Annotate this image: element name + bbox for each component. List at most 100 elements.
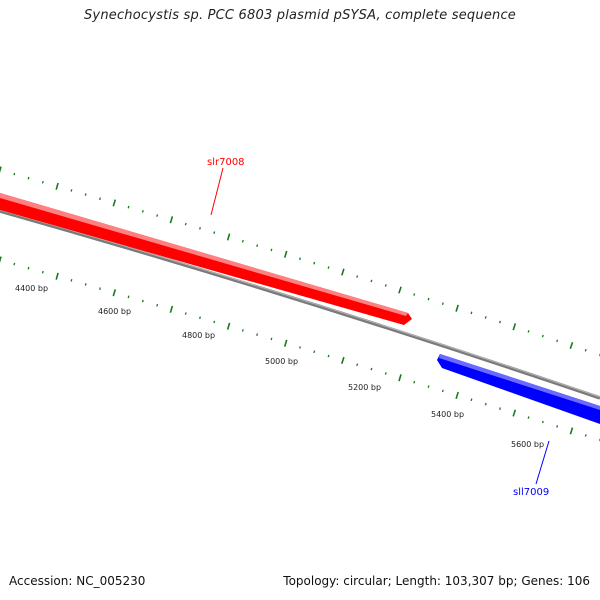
minor-tick	[498, 407, 502, 411]
minor-tick	[27, 176, 30, 180]
minor-tick	[427, 297, 430, 301]
minor-tick	[199, 227, 201, 230]
minor-tick	[41, 180, 44, 184]
major-tick	[226, 322, 231, 330]
minor-tick	[241, 329, 244, 332]
minor-tick	[498, 320, 502, 324]
scale-label: 4400 bp	[15, 284, 48, 293]
minor-tick	[184, 312, 187, 315]
gene-sll7009[interactable]: sll7009	[437, 354, 600, 498]
gene-slr7008[interactable]: slr7008	[0, 157, 412, 325]
minor-tick	[256, 333, 259, 336]
minor-tick	[470, 311, 473, 315]
major-tick	[398, 286, 402, 294]
minor-tick	[384, 284, 387, 287]
inner-tick-track	[0, 256, 600, 442]
major-tick	[341, 268, 345, 276]
minor-tick	[299, 346, 301, 349]
major-tick	[455, 391, 459, 399]
minor-tick	[484, 316, 487, 319]
minor-tick	[441, 302, 444, 305]
minor-tick	[156, 214, 159, 217]
accession-text: Accession: NC_005230	[9, 574, 146, 588]
minor-tick	[141, 299, 144, 303]
gene-label-slr7008: slr7008	[207, 157, 245, 168]
minor-tick	[99, 287, 101, 290]
map-title: Synechocystis sp. PCC 6803 plasmid pSYSA…	[83, 8, 517, 23]
minor-tick	[184, 222, 187, 226]
scale-label: 5400 bp	[431, 410, 464, 419]
minor-tick	[313, 261, 316, 265]
major-tick	[169, 305, 174, 313]
major-tick	[283, 339, 288, 347]
major-tick	[112, 199, 117, 207]
scale-label: 5000 bp	[265, 357, 298, 366]
minor-tick	[413, 380, 416, 384]
minor-tick	[270, 337, 273, 341]
minor-tick	[156, 303, 159, 307]
minor-tick	[241, 239, 244, 243]
minor-tick	[213, 320, 216, 324]
minor-tick	[27, 266, 30, 270]
major-tick	[569, 341, 574, 350]
minor-tick	[413, 293, 416, 296]
minor-tick	[13, 262, 16, 266]
minor-tick	[584, 348, 587, 352]
minor-tick	[441, 389, 444, 393]
minor-tick	[70, 189, 73, 192]
minor-tick	[370, 279, 373, 283]
minor-tick	[327, 266, 330, 269]
minor-tick	[84, 283, 87, 286]
minor-tick	[556, 425, 559, 428]
minor-tick	[41, 270, 44, 274]
major-tick	[55, 182, 59, 190]
topology-summary-text: Topology: circular; Length: 103,307 bp; …	[283, 574, 590, 588]
minor-tick	[99, 197, 101, 201]
scale-labels: 4400 bp 4600 bp 4800 bp 5000 bp 5200 bp …	[15, 284, 544, 449]
minor-tick	[427, 385, 430, 388]
minor-tick	[327, 354, 330, 358]
major-tick	[55, 272, 59, 280]
major-tick	[398, 374, 402, 382]
scale-label: 4800 bp	[182, 331, 215, 340]
minor-tick	[213, 231, 216, 234]
minor-tick	[527, 330, 530, 333]
minor-tick	[484, 402, 487, 406]
scale-label: 5200 bp	[348, 383, 381, 392]
minor-tick	[470, 398, 473, 402]
minor-tick	[313, 350, 316, 354]
major-tick	[569, 427, 574, 435]
major-tick	[112, 289, 117, 297]
major-tick	[455, 304, 459, 312]
minor-tick	[356, 363, 359, 367]
major-tick	[226, 233, 231, 241]
minor-tick	[584, 434, 587, 437]
minor-tick	[527, 416, 530, 419]
major-tick	[0, 166, 2, 173]
major-tick	[0, 256, 2, 263]
major-tick	[169, 216, 174, 224]
gene-label-sll7009: sll7009	[513, 487, 549, 498]
minor-tick	[256, 244, 259, 247]
minor-tick	[127, 205, 130, 209]
minor-tick	[384, 372, 387, 375]
major-tick	[341, 356, 345, 365]
minor-tick	[356, 275, 359, 278]
minor-tick	[370, 367, 373, 371]
minor-tick	[70, 279, 73, 282]
minor-tick	[84, 193, 87, 196]
minor-tick	[13, 172, 16, 176]
outer-tick-track	[0, 166, 600, 357]
minor-tick	[541, 334, 544, 338]
major-tick	[283, 250, 288, 258]
backbone-highlight	[0, 209, 600, 398]
scale-label: 5600 bp	[511, 440, 544, 449]
backbone-line	[0, 209, 600, 400]
scale-label: 4600 bp	[98, 307, 131, 316]
minor-tick	[127, 295, 130, 299]
major-tick	[512, 409, 517, 417]
minor-tick	[541, 420, 544, 424]
minor-tick	[270, 248, 273, 252]
minor-tick	[141, 210, 144, 213]
